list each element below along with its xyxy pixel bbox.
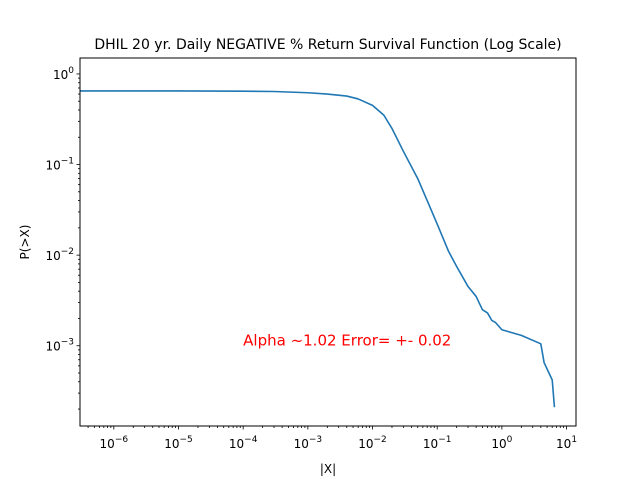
x-axis-label: |X| xyxy=(320,462,336,476)
y-axis-label: P(>X) xyxy=(18,225,32,260)
x-tick-label: 10−3 xyxy=(294,435,323,451)
x-tick-label: 101 xyxy=(556,435,577,451)
x-tick-label: 10−4 xyxy=(229,435,258,451)
x-tick-label: 10−1 xyxy=(423,435,452,451)
x-tick-label: 10−6 xyxy=(100,435,129,451)
y-tick-label: 10−3 xyxy=(45,338,74,354)
x-axis: 10−6 10−5 10−4 10−3 10−2 10−1 100 101 xyxy=(87,426,577,451)
series-line-0 xyxy=(80,90,556,408)
y-tick-label: 10−2 xyxy=(45,247,74,263)
y-tick-label: 10−1 xyxy=(45,157,74,173)
x-tick-label: 10−2 xyxy=(358,435,387,451)
alpha-annotation: Alpha ~1.02 Error= +- 0.02 xyxy=(243,332,451,350)
y-tick-label: 100 xyxy=(53,66,74,82)
axes-frame xyxy=(79,57,577,427)
x-tick-label: 10−5 xyxy=(164,435,193,451)
y-axis: 10−3 10−2 10−1 100 xyxy=(45,66,80,410)
chart-title: DHIL 20 yr. Daily NEGATIVE % Return Surv… xyxy=(94,37,561,53)
plot-area xyxy=(80,90,556,408)
x-tick-label: 100 xyxy=(491,435,512,451)
